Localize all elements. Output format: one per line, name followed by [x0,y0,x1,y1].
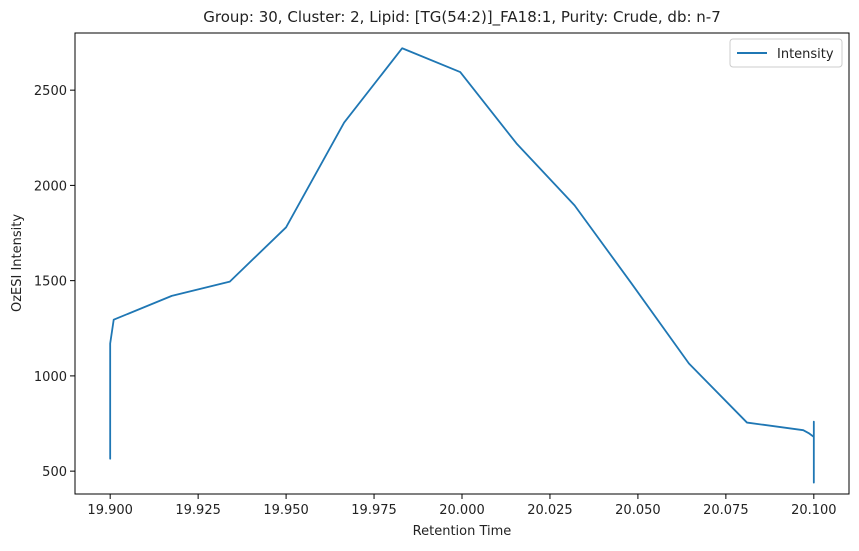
x-tick-label: 20.050 [615,503,661,518]
data-point [813,421,815,423]
x-tick-label: 19.900 [87,503,133,518]
data-point [813,481,815,484]
data-point [802,429,804,431]
data-point [630,281,632,284]
data-point [109,356,111,358]
data-point [229,280,231,283]
data-point [171,295,173,297]
data-point [746,421,748,424]
data-point [459,71,461,73]
x-axis-label: Retention Time [413,524,512,539]
data-point [285,226,287,228]
data-point [113,319,115,321]
x-tick-label: 20.075 [703,503,749,518]
x-tick-label: 20.000 [439,503,485,518]
data-point [813,466,815,468]
plot-area [75,33,849,494]
data-point [109,342,111,345]
data-point [109,458,111,460]
legend-box [729,38,843,68]
x-tick-label: 19.950 [263,503,309,518]
x-tick-label: 19.925 [175,503,221,518]
y-tick-label: 1500 [34,275,67,290]
data-point [807,432,810,434]
y-axis-label: OzESI Intensity [10,214,25,312]
y-tick-label: 2500 [34,84,67,99]
y-tick-label: 500 [42,465,67,480]
axis-layer: 19.900 19.925 19.950 19.975 20.000 20.025 20.0… [34,84,837,518]
data-point [573,204,576,206]
chart-title: Group: 30, Cluster: 2, Lipid: [TG(54:2)]… [203,8,721,27]
data-point [515,142,518,145]
data-point [109,457,111,459]
legend-label: Intensity [777,47,834,62]
data-point [343,121,345,124]
x-tick-label: 20.100 [791,503,837,518]
data-point [109,421,111,423]
x-tick-label: 19.975 [351,503,397,518]
plot-frame [74,32,850,495]
x-tick-label: 20.025 [527,503,573,518]
legend: Intensity [729,38,843,68]
data-point [688,362,690,365]
y-tick-label: 1000 [34,370,67,385]
series-layer [109,47,815,484]
y-tick-label: 2000 [34,179,67,194]
data-point [109,432,111,434]
data-point [401,47,403,49]
data-point [813,436,815,438]
